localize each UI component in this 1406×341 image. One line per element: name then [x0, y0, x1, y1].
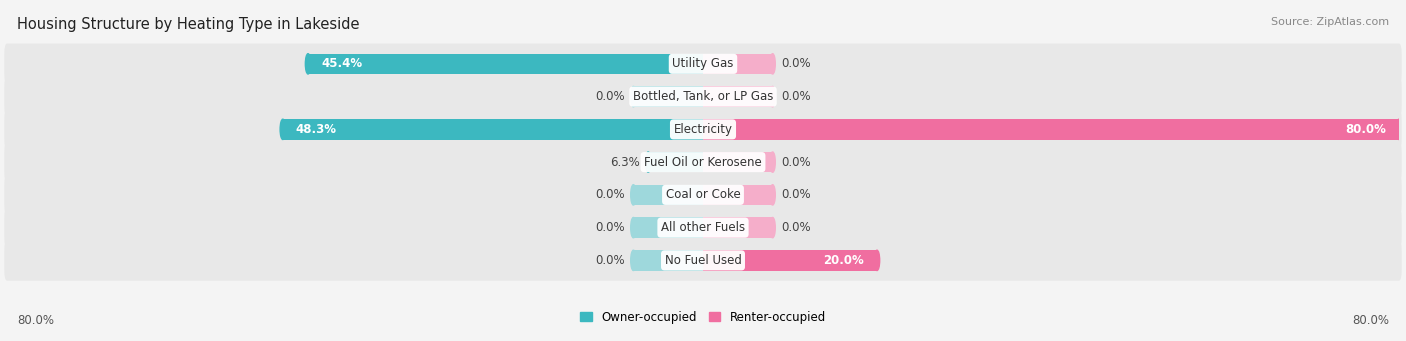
Circle shape	[645, 152, 651, 172]
Bar	[283, 119, 703, 139]
Text: 0.0%: 0.0%	[782, 57, 811, 70]
Bar	[703, 119, 1399, 139]
FancyBboxPatch shape	[4, 142, 1402, 182]
Circle shape	[1396, 119, 1402, 139]
Text: 0.0%: 0.0%	[782, 221, 811, 234]
FancyBboxPatch shape	[4, 207, 1402, 248]
Text: 0.0%: 0.0%	[782, 90, 811, 103]
Bar	[703, 185, 773, 205]
Circle shape	[770, 87, 775, 107]
Legend: Owner-occupied, Renter-occupied: Owner-occupied, Renter-occupied	[575, 306, 831, 328]
FancyBboxPatch shape	[4, 240, 1402, 281]
Circle shape	[770, 218, 775, 238]
Bar	[633, 185, 703, 205]
Bar	[703, 54, 773, 74]
Text: 20.0%: 20.0%	[823, 254, 863, 267]
Circle shape	[631, 185, 636, 205]
Circle shape	[631, 87, 636, 107]
Bar	[703, 250, 877, 270]
FancyBboxPatch shape	[4, 175, 1402, 215]
Text: 0.0%: 0.0%	[595, 254, 624, 267]
FancyBboxPatch shape	[4, 76, 1402, 117]
Bar	[703, 218, 773, 238]
Text: 0.0%: 0.0%	[782, 188, 811, 202]
Text: 80.0%: 80.0%	[1346, 123, 1386, 136]
Bar	[633, 218, 703, 238]
Bar	[703, 87, 773, 107]
Text: 45.4%: 45.4%	[321, 57, 363, 70]
Text: Coal or Coke: Coal or Coke	[665, 188, 741, 202]
Circle shape	[770, 54, 775, 74]
Text: Fuel Oil or Kerosene: Fuel Oil or Kerosene	[644, 155, 762, 168]
Text: 0.0%: 0.0%	[595, 221, 624, 234]
Text: Bottled, Tank, or LP Gas: Bottled, Tank, or LP Gas	[633, 90, 773, 103]
Bar	[633, 87, 703, 107]
Circle shape	[631, 218, 636, 238]
Text: No Fuel Used: No Fuel Used	[665, 254, 741, 267]
Text: 48.3%: 48.3%	[295, 123, 337, 136]
Bar	[308, 54, 703, 74]
Bar	[648, 152, 703, 172]
FancyBboxPatch shape	[4, 109, 1402, 150]
Bar	[703, 152, 773, 172]
Circle shape	[770, 185, 775, 205]
Circle shape	[875, 250, 880, 270]
Text: 6.3%: 6.3%	[610, 155, 640, 168]
Circle shape	[631, 250, 636, 270]
Circle shape	[770, 152, 775, 172]
Text: Electricity: Electricity	[673, 123, 733, 136]
Text: Utility Gas: Utility Gas	[672, 57, 734, 70]
FancyBboxPatch shape	[4, 44, 1402, 84]
Text: Source: ZipAtlas.com: Source: ZipAtlas.com	[1271, 17, 1389, 27]
Circle shape	[305, 54, 311, 74]
Bar	[633, 250, 703, 270]
Text: 80.0%: 80.0%	[17, 314, 53, 327]
Text: All other Fuels: All other Fuels	[661, 221, 745, 234]
Text: 0.0%: 0.0%	[782, 155, 811, 168]
Text: 80.0%: 80.0%	[1353, 314, 1389, 327]
Text: 0.0%: 0.0%	[595, 188, 624, 202]
Text: 0.0%: 0.0%	[595, 90, 624, 103]
Text: Housing Structure by Heating Type in Lakeside: Housing Structure by Heating Type in Lak…	[17, 17, 360, 32]
Circle shape	[280, 119, 285, 139]
